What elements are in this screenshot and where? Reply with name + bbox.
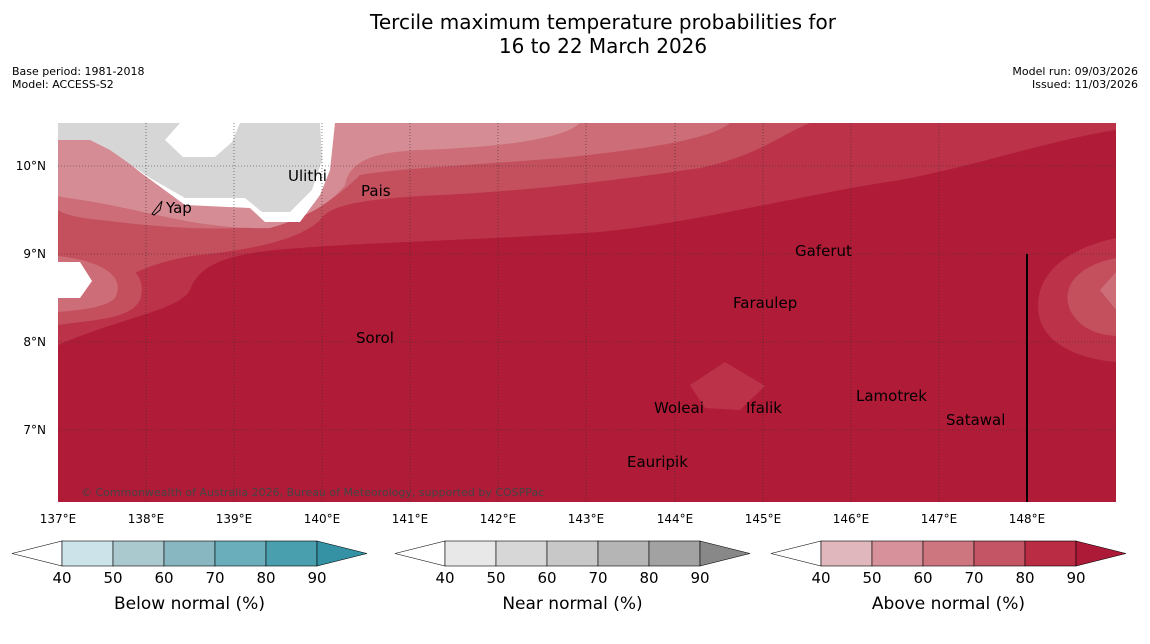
meta-left: Base period: 1981-2018 Model: ACCESS-S2 (12, 65, 144, 91)
colorbar-segment (922, 540, 975, 567)
colorbar-tick-label: 40 (52, 569, 71, 587)
colorbar-segment (1024, 540, 1077, 567)
copyright-notice: © Commonwealth of Australia 2026, Bureau… (81, 486, 544, 499)
region-above-50-west (58, 150, 175, 205)
place-yap: Yap (165, 199, 192, 217)
below-normal-colorbar: 40 50 60 70 80 90 Below normal (%) (11, 540, 368, 614)
colorbar-title: Above normal (%) (872, 594, 1025, 614)
colorbar-segment (61, 540, 114, 567)
colorbar-segment (214, 540, 267, 567)
place-ifalik: Ifalik (746, 399, 782, 417)
lon-label: 147°E (921, 512, 958, 526)
colorbar-right-arrow (1075, 540, 1127, 567)
colorbar-segment (648, 540, 701, 567)
colorbar-segment (973, 540, 1026, 567)
colorbar-tick-label: 80 (256, 569, 275, 587)
lon-label: 145°E (745, 512, 782, 526)
colorbar-tick-label: 90 (307, 569, 326, 587)
lon-label: 144°E (657, 512, 694, 526)
colorbar-right-arrow (316, 540, 368, 567)
colorbar-segment (265, 540, 318, 567)
issued-date: Issued: 11/03/2026 (1031, 78, 1138, 91)
graticule (58, 123, 1116, 502)
colorbar-segment (163, 540, 216, 567)
colorbar-tick-label: 80 (639, 569, 658, 587)
place-pais: Pais (361, 182, 391, 200)
colorbar-tick-label: 90 (690, 569, 709, 587)
lon-label: 137°E (40, 512, 77, 526)
colorbar-left-arrow (770, 540, 822, 567)
lat-label: 10°N (16, 159, 46, 173)
colorbar-tick-label: 50 (862, 569, 881, 587)
meta-right: Model run: 09/03/2026 Issued: 11/03/2026 (1012, 65, 1138, 91)
colorbar-segment (820, 540, 873, 567)
place-gaferut: Gaferut (795, 242, 852, 260)
place-ulithi: Ulithi (288, 167, 327, 185)
colorbar-segment (597, 540, 650, 567)
colorbar-tick-label: 70 (964, 569, 983, 587)
colorbar-left-arrow (394, 540, 446, 567)
title-line-1: Tercile maximum temperature probabilitie… (370, 10, 836, 34)
colorbar-tick-label: 70 (205, 569, 224, 587)
lat-label: 8°N (23, 335, 46, 349)
colorbar-tick-label: 90 (1066, 569, 1085, 587)
lon-label: 141°E (392, 512, 429, 526)
near-normal-colorbar: 40 50 60 70 80 90 Near normal (%) (394, 540, 751, 614)
place-faraulep: Faraulep (733, 294, 797, 312)
colorbar-tick-label: 80 (1015, 569, 1034, 587)
model-run: Model run: 09/03/2026 (1012, 65, 1138, 78)
lat-label: 9°N (23, 247, 46, 261)
place-sorol: Sorol (356, 329, 394, 347)
lon-label: 146°E (833, 512, 870, 526)
colorbar-segment (444, 540, 497, 567)
region-woleai-80 (690, 362, 765, 410)
colorbar-tick-label: 60 (154, 569, 173, 587)
colorbar-tick-label: 40 (811, 569, 830, 587)
colorbar-segment (495, 540, 548, 567)
latitude-labels: 10°N 9°N 8°N 7°N (16, 159, 46, 437)
place-woleai: Woleai (654, 399, 704, 417)
lon-label: 143°E (568, 512, 605, 526)
map-panel[interactable]: Ulithi Pais Yap Gaferut Faraulep Sorol L… (58, 123, 1116, 502)
lon-label: 139°E (216, 512, 253, 526)
colorbar-left-arrow (11, 540, 63, 567)
region-right-70 (1067, 258, 1116, 336)
above-normal-colorbar: 40 50 60 70 80 90 Above normal (%) (770, 540, 1127, 614)
colorbar-tick-label: 50 (486, 569, 505, 587)
place-eauripik: Eauripik (627, 453, 688, 471)
colorbar-segment (546, 540, 599, 567)
lon-label: 138°E (128, 512, 165, 526)
colorbar-segment (112, 540, 165, 567)
colorbar-tick-label: 70 (588, 569, 607, 587)
colorbar-right-arrow (699, 540, 751, 567)
lon-label: 148°E (1009, 512, 1046, 526)
colorbar-tick-label: 40 (435, 569, 454, 587)
region-left-white (58, 262, 92, 298)
map-title: Tercile maximum temperature probabilitie… (0, 10, 1150, 58)
base-period: Base period: 1981-2018 (12, 65, 145, 78)
region-right-60 (1100, 272, 1116, 310)
lon-label: 142°E (480, 512, 517, 526)
place-lamotrek: Lamotrek (856, 387, 927, 405)
longitude-labels: 137°E 138°E 139°E 140°E 141°E 142°E 143°… (40, 512, 1046, 526)
region-near-normal (58, 123, 322, 212)
place-satawal: Satawal (946, 411, 1005, 429)
model-name: Model: ACCESS-S2 (12, 78, 114, 91)
colorbar-legends: 40 50 60 70 80 90 Below normal (%) 40 50 60 70 80 90… (11, 540, 1127, 614)
colorbar-tick-label: 50 (103, 569, 122, 587)
colorbar-title: Below normal (%) (114, 594, 265, 614)
lon-label: 140°E (304, 512, 341, 526)
title-line-2: 16 to 22 March 2026 (498, 34, 708, 58)
colorbar-tick-label: 60 (913, 569, 932, 587)
region-white-patch (165, 123, 240, 157)
colorbar-tick-label: 60 (537, 569, 556, 587)
yap-island-icon (151, 200, 163, 216)
colorbar-segment (871, 540, 924, 567)
colorbar-title: Near normal (%) (502, 594, 642, 614)
lat-label: 7°N (23, 423, 46, 437)
